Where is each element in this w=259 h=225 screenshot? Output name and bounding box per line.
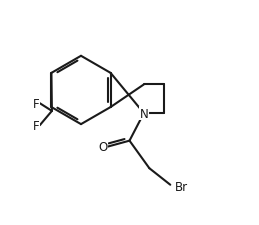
Text: N: N [139, 107, 148, 120]
Text: F: F [32, 97, 39, 110]
Text: F: F [32, 119, 39, 132]
Text: O: O [98, 140, 108, 153]
Text: Br: Br [175, 181, 188, 194]
